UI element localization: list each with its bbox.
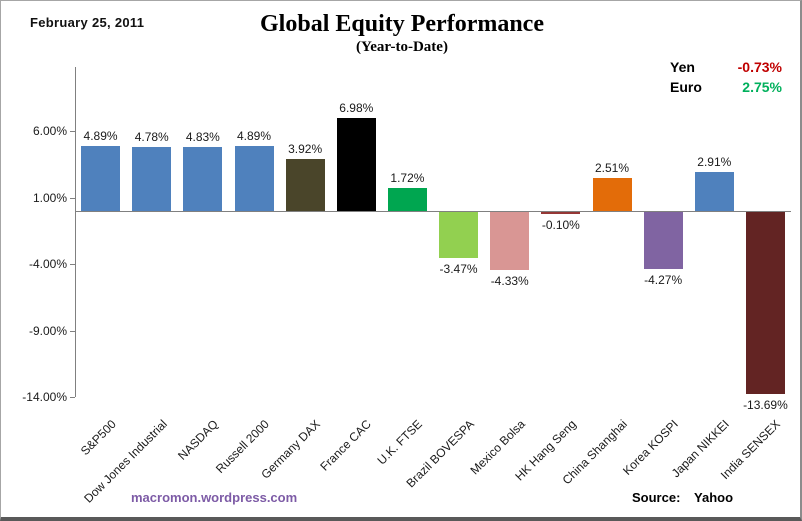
bar-value-russell-2000: 4.89% [236,128,272,143]
bar-germany-dax [285,158,325,211]
bar-india-sensex [745,212,785,395]
bar-nasdaq [183,146,223,211]
bar-value-france-cac: 6.98% [339,101,374,116]
y-axis-line [75,67,76,398]
bar-u-k-ftse [387,188,427,211]
bar-brazil-bovespa [439,212,479,259]
source-credit: Source: Yahoo [632,490,733,505]
y-tick-label: -14.00% [22,390,67,405]
fx-row-euro: Euro 2.75% [670,77,782,97]
bar-korea-kospi [643,212,683,269]
yen-value: -0.73% [737,59,782,75]
y-tick-mark [70,264,75,266]
chart-subtitle: (Year-to-Date) [356,39,448,55]
bar-china-shanghai [592,177,632,211]
bar-value-germany-dax: 3.92% [288,141,323,156]
yen-label: Yen [670,59,695,75]
bar-value-hk-hang-seng: -0.10% [541,218,580,232]
bar-dow-jones-industrial [132,147,172,211]
y-tick-mark [70,131,75,133]
y-tick-mark [70,197,75,199]
y-tick-mark [70,330,75,332]
bar-value-india-sensex: -13.69% [743,398,788,413]
bar-value-mexico-bolsa: -4.33% [490,273,529,288]
bar-france-cac [336,118,376,211]
bar-value-s-p500: 4.89% [83,128,118,143]
site-link[interactable]: macromon.wordpress.com [131,490,298,505]
source-label: Source: [632,490,681,505]
bar-japan-nikkei [694,172,734,211]
chart-title: Global Equity Performance [260,11,544,37]
bar-russell-2000 [234,145,274,211]
bar-value-japan-nikkei: 2.91% [697,155,732,170]
x-axis-baseline [75,211,791,212]
y-tick-mark [70,397,75,399]
bar-hk-hang-seng [541,212,581,214]
fx-row-yen: Yen -0.73% [670,57,782,77]
bar-mexico-bolsa [490,212,530,270]
bar-value-dow-jones-industrial: 4.78% [134,130,169,145]
bar-value-china-shanghai: 2.51% [594,160,630,175]
category-label-s-p500: S&P500 [77,417,119,459]
bar-s-p500 [81,145,121,211]
y-tick-label: 6.00% [32,124,67,139]
source-value: Yahoo [694,490,734,505]
fx-legend: Yen -0.73% Euro 2.75% [670,57,782,97]
y-tick-label: -9.00% [28,323,67,338]
euro-label: Euro [670,79,702,95]
bar-value-brazil-bovespa: -3.47% [439,262,478,277]
y-tick-label: 1.00% [32,190,67,205]
bar-value-nasdaq: 4.83% [185,129,220,144]
y-tick-label: -4.00% [28,257,67,272]
date-label: February 25, 2011 [30,15,145,30]
bar-value-u-k-ftse: 1.72% [390,171,425,186]
bar-value-korea-kospi: -4.27% [644,272,683,287]
euro-value: 2.75% [742,79,782,95]
